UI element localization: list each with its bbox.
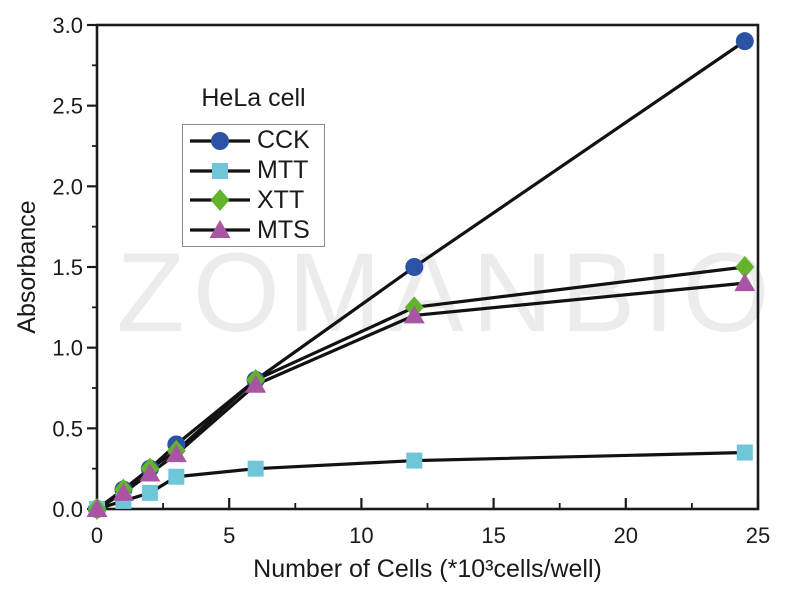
legend-label-mts: MTS — [257, 215, 310, 244]
y-tick-label: 3.0 — [52, 13, 83, 38]
y-tick-label: 2.0 — [52, 174, 83, 199]
x-tick-label: 20 — [614, 523, 638, 548]
marker-mts-0 — [86, 499, 108, 517]
legend-marker-cck — [211, 131, 229, 150]
marker-cck-6 — [735, 32, 754, 51]
marker-mts-1 — [112, 482, 134, 501]
y-tick-label: 0.0 — [52, 497, 83, 522]
marker-mts-4 — [245, 374, 267, 393]
legend: CCK MTT XTT MTS — [182, 124, 325, 247]
triangle-marker-icon — [190, 220, 250, 239]
x-tick-label: 0 — [91, 523, 103, 548]
legend-entry-cck: CCK — [189, 127, 324, 155]
x-tick-label: 25 — [746, 523, 770, 548]
x-tick-label: 5 — [223, 523, 235, 548]
marker-mts-6 — [734, 273, 756, 292]
marker-mtt-5 — [406, 452, 423, 469]
legend-entry-mtt: MTT — [189, 157, 324, 185]
marker-cck-5 — [405, 258, 424, 276]
legend-marker-mtt — [212, 162, 228, 179]
marker-mts-3 — [165, 444, 187, 463]
legend-label-mtt: MTT — [257, 156, 309, 185]
marker-mts-2 — [139, 463, 161, 482]
marker-mtt-6 — [736, 444, 753, 461]
y-axis-title: Absorbance — [13, 200, 41, 333]
watermark-text: ZOMANBIO — [116, 230, 777, 355]
marker-mtt-4 — [247, 460, 264, 477]
marker-mtt-2 — [141, 484, 158, 501]
square-marker-icon — [190, 162, 250, 179]
legend-label-xtt: XTT — [257, 185, 305, 214]
x-axis-title: Number of Cells (*10³cells/well) — [253, 555, 602, 583]
legend-entry-mts: MTS — [189, 216, 324, 244]
legend-marker-mts — [209, 220, 231, 239]
legend-label-cck: CCK — [257, 126, 310, 155]
y-tick-label: 0.5 — [52, 416, 83, 441]
marker-xtt-6 — [735, 256, 755, 278]
y-tick-label: 2.5 — [52, 94, 83, 119]
x-tick-label: 15 — [481, 523, 505, 548]
y-tick-label: 1.5 — [52, 255, 83, 280]
marker-mts-5 — [403, 305, 425, 324]
legend-marker-xtt — [210, 189, 230, 212]
diamond-marker-icon — [190, 189, 250, 212]
y-tick-label: 1.0 — [52, 336, 83, 361]
circle-marker-icon — [190, 131, 250, 150]
x-tick-label: 10 — [349, 523, 373, 548]
legend-entry-xtt: XTT — [189, 186, 324, 214]
marker-mtt-3 — [168, 468, 185, 485]
legend-title: HeLa cell — [201, 84, 306, 112]
